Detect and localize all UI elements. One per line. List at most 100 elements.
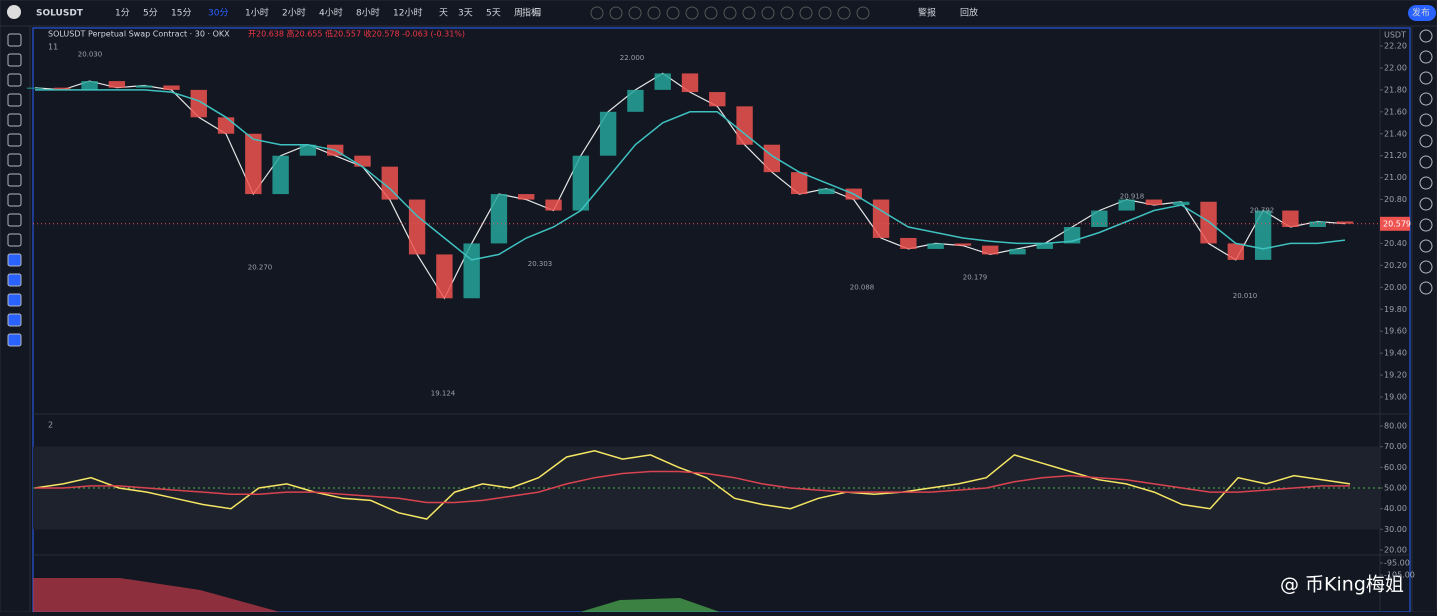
price-annotation: 20.918 <box>1120 193 1145 201</box>
candle <box>1200 201 1217 244</box>
candle <box>1336 221 1354 224</box>
series-line <box>35 470 1350 504</box>
side-icon <box>1419 29 1433 43</box>
price-annotation: 22.000 <box>620 54 645 62</box>
interval-button[interactable]: 30分 <box>208 8 228 19</box>
candle <box>736 106 753 145</box>
indicator-slot <box>761 6 775 20</box>
candle <box>217 117 235 134</box>
indicators-button[interactable]: 指标 <box>522 7 540 19</box>
interval-button[interactable]: 15分 <box>171 8 191 19</box>
tool-icon <box>7 193 22 207</box>
price-annotation: 20.088 <box>850 284 875 292</box>
interval-button[interactable]: 月 <box>533 8 542 19</box>
tool-icon <box>7 153 22 167</box>
candle <box>818 188 835 195</box>
y-tick-label: 22.20 <box>1384 42 1407 51</box>
y-tick-label: 20.40 <box>1384 239 1407 248</box>
y-tick-label: 19.00 <box>1384 393 1407 402</box>
candle <box>627 89 644 112</box>
y-tick-label: 40.00 <box>1384 504 1407 513</box>
candle <box>1091 210 1108 227</box>
alert-button[interactable]: 警报 <box>918 7 936 19</box>
price-annotation: 20.303 <box>528 260 553 268</box>
side-icon <box>1419 239 1433 253</box>
candle <box>81 81 98 90</box>
y-tick-label: -105.00 <box>1384 571 1415 580</box>
interval-button[interactable]: 5分 <box>143 8 158 19</box>
tool-icon <box>7 313 22 327</box>
interval-button[interactable]: 周 <box>514 8 523 19</box>
y-tick-label: 50.00 <box>1384 484 1407 493</box>
axis-unit: USDT <box>1384 31 1406 40</box>
indicator-slot <box>818 6 832 20</box>
price-annotation: 20.179 <box>963 274 988 282</box>
tool-icon <box>7 213 22 227</box>
side-icon <box>1419 260 1433 274</box>
candle <box>354 155 371 167</box>
symbol[interactable]: SOLUSDT <box>36 9 84 19</box>
pane-label: 2 <box>48 421 53 430</box>
indicator-slot <box>856 6 870 20</box>
interval-button[interactable]: 1小时 <box>245 7 269 19</box>
tool-icon <box>7 253 22 267</box>
side-icon <box>1419 134 1433 148</box>
candle <box>900 237 917 249</box>
publish-button[interactable] <box>1408 5 1436 21</box>
y-tick-label: 30.00 <box>1384 525 1407 534</box>
candle <box>872 199 890 238</box>
avatar[interactable] <box>7 5 21 19</box>
replay-button[interactable]: 回放 <box>960 7 978 19</box>
interval-button[interactable]: 8小时 <box>356 7 380 19</box>
candle <box>709 92 726 107</box>
candle <box>654 73 671 90</box>
price-annotation: 20.030 <box>78 51 103 59</box>
candle <box>982 245 999 255</box>
candle <box>1254 210 1272 260</box>
tool-icon <box>7 33 22 47</box>
legend-ohlc: 开20.638 高20.655 低20.557 收20.578 -0.063 (… <box>248 29 465 39</box>
indicator-slot <box>609 6 623 20</box>
tool-icon <box>7 53 22 67</box>
candle <box>1282 210 1299 227</box>
candle <box>927 243 944 249</box>
indicator-slot <box>590 6 604 20</box>
candle <box>1227 243 1245 260</box>
candle <box>545 199 562 211</box>
side-icon <box>1419 197 1433 211</box>
interval-button[interactable]: 3天 <box>458 9 473 19</box>
indicator-slot <box>647 6 661 20</box>
y-tick-label: 19.40 <box>1384 349 1407 358</box>
interval-button[interactable]: 12小时 <box>393 7 422 19</box>
candle <box>408 199 426 255</box>
candle <box>26 87 44 89</box>
tool-icon <box>7 233 22 247</box>
top-toolbar: SOLUSDT 指标 警报 回放 发布 <box>0 0 1437 27</box>
interval-button[interactable]: 2小时 <box>282 7 306 19</box>
candle <box>299 144 317 156</box>
candle <box>463 243 480 299</box>
side-icon <box>1419 281 1433 295</box>
y-tick-label: 20.20 <box>1384 261 1407 270</box>
indicator-slot <box>704 6 718 20</box>
side-icon <box>1419 176 1433 190</box>
candle <box>572 155 590 211</box>
watermark: @ 币King梅姐 <box>1280 574 1404 596</box>
interval-button[interactable]: 5天 <box>486 9 501 19</box>
candle <box>1118 199 1135 211</box>
indicator-slot <box>666 6 680 20</box>
interval-button[interactable]: 4小时 <box>319 7 343 19</box>
side-icon <box>1419 50 1433 64</box>
y-tick-label: 19.80 <box>1384 305 1407 314</box>
y-tick-label: 80.00 <box>1384 422 1407 431</box>
y-tick-label: 19.20 <box>1384 371 1407 380</box>
y-tick-label: 21.20 <box>1384 151 1407 160</box>
interval-button[interactable]: 天 <box>439 9 448 19</box>
candle <box>245 133 262 195</box>
interval-button[interactable]: 1分 <box>115 8 130 19</box>
tool-icon <box>7 113 22 127</box>
candle <box>272 155 289 195</box>
y-tick-label: 21.40 <box>1384 129 1407 138</box>
side-icon <box>1419 155 1433 169</box>
candle <box>163 85 180 90</box>
